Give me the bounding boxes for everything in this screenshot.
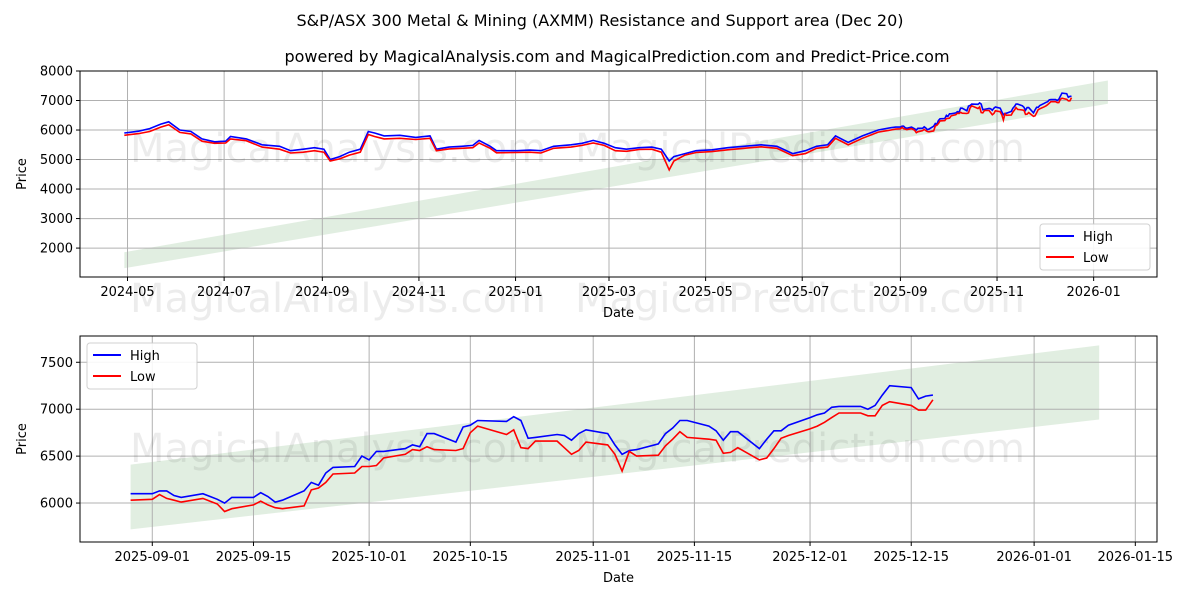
support-resistance-band (124, 80, 1108, 269)
low-series-line (124, 97, 1073, 172)
y-tick-label: 6000 (40, 124, 73, 139)
axes-frame (79, 335, 1158, 543)
y-tick-label: 4000 (40, 183, 73, 198)
x-axis-label: Date (603, 306, 634, 321)
support-resistance-band (130, 345, 1100, 530)
x-tick-label: 2024-09 (295, 285, 349, 300)
x-tick-label: 2025-10-15 (433, 550, 509, 565)
x-tick-label: 2024-05 (100, 285, 154, 300)
chart-title: S&P/ASX 300 Metal & Mining (AXMM) Resist… (296, 11, 903, 30)
x-tick-label: 2025-11-15 (657, 550, 733, 565)
x-tick-label: 2025-03 (582, 285, 636, 300)
y-tick-label: 7000 (40, 403, 73, 418)
x-tick-label: 2025-10-01 (331, 550, 407, 565)
watermark-right: MagicalPrediction.com (575, 276, 1025, 322)
y-tick-label: 6000 (40, 497, 73, 512)
watermark-left: MagicalAnalysis.com (130, 276, 546, 322)
bottom-chart: 6000 6500 7000 7500 2025-09-01 2025-09-15 2025… (15, 335, 1174, 586)
x-tick-label: 2025-09-01 (115, 550, 191, 565)
x-tick-label: 2025-05 (678, 285, 732, 300)
chart-subtitle: powered by MagicalAnalysis.com and Magic… (284, 47, 949, 66)
x-tick-label: 2025-11 (970, 285, 1024, 300)
top-chart: 2000 3000 4000 5000 6000 7000 8000 2024-05 2024-… (15, 65, 1158, 322)
y-tick-label: 6500 (40, 450, 73, 465)
watermark-right: MagicalPrediction.com (575, 426, 1025, 472)
legend-high-label: High (130, 349, 160, 364)
x-tick-label: 2025-11-01 (555, 550, 631, 565)
x-tick-label: 2024-07 (197, 285, 251, 300)
y-axis-label: Price (15, 423, 30, 455)
low-series-line (130, 399, 934, 513)
high-series-line (124, 92, 1072, 163)
x-tick-label: 2026-01 (1066, 285, 1120, 300)
x-tick-label: 2026-01-15 (1098, 550, 1174, 565)
y-tick-label: 2000 (40, 242, 73, 257)
y-tick-label: 8000 (40, 65, 73, 80)
x-tick-label: 2025-01 (488, 285, 542, 300)
x-axis-label: Date (603, 571, 634, 586)
y-tick-label: 5000 (40, 153, 73, 168)
x-tick-label: 2025-12-15 (873, 550, 949, 565)
x-tick-label: 2026-01-01 (996, 550, 1072, 565)
y-tick-label: 3000 (40, 212, 73, 227)
x-tick-label: 2025-07 (775, 285, 829, 300)
high-series-line (130, 384, 934, 505)
axes-frame (79, 70, 1158, 278)
y-tick-label: 7500 (40, 356, 73, 371)
x-tick-label: 2025-09-15 (216, 550, 292, 565)
legend-high-label: High (1083, 230, 1113, 245)
x-tick-label: 2025-09 (873, 285, 927, 300)
watermark-left: MagicalAnalysis.com (130, 126, 546, 172)
legend-low-label: Low (130, 370, 156, 385)
legend-low-label: Low (1083, 251, 1109, 266)
x-tick-label: 2024-11 (392, 285, 446, 300)
y-axis-label: Price (15, 158, 30, 190)
y-tick-label: 7000 (40, 94, 73, 109)
x-tick-label: 2025-12-01 (772, 550, 848, 565)
watermark-left: MagicalAnalysis.com (130, 426, 546, 472)
